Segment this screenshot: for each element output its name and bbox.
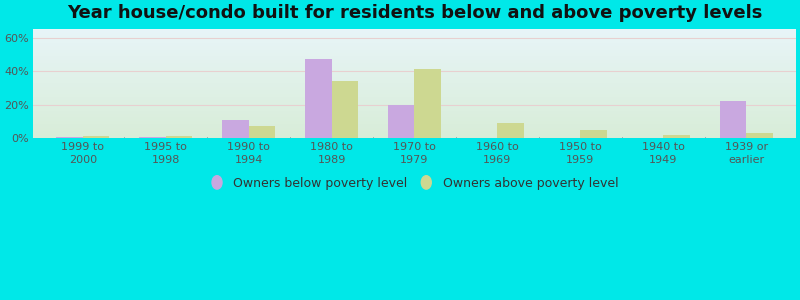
Bar (498, 123, 524, 138)
Bar (305, 59, 331, 138)
Bar (249, 126, 275, 138)
Legend: Owners below poverty level, Owners above poverty level: Owners below poverty level, Owners above… (206, 172, 623, 195)
Bar (166, 136, 192, 138)
Bar (663, 135, 690, 138)
Bar (414, 70, 441, 138)
Bar (222, 120, 249, 138)
Bar (719, 101, 746, 138)
Bar (56, 137, 83, 138)
Bar (331, 81, 358, 138)
Bar (83, 136, 110, 138)
Bar (388, 105, 414, 138)
Title: Year house/condo built for residents below and above poverty levels: Year house/condo built for residents bel… (66, 4, 762, 22)
Bar (746, 133, 773, 138)
Bar (139, 137, 166, 138)
Bar (580, 130, 607, 138)
